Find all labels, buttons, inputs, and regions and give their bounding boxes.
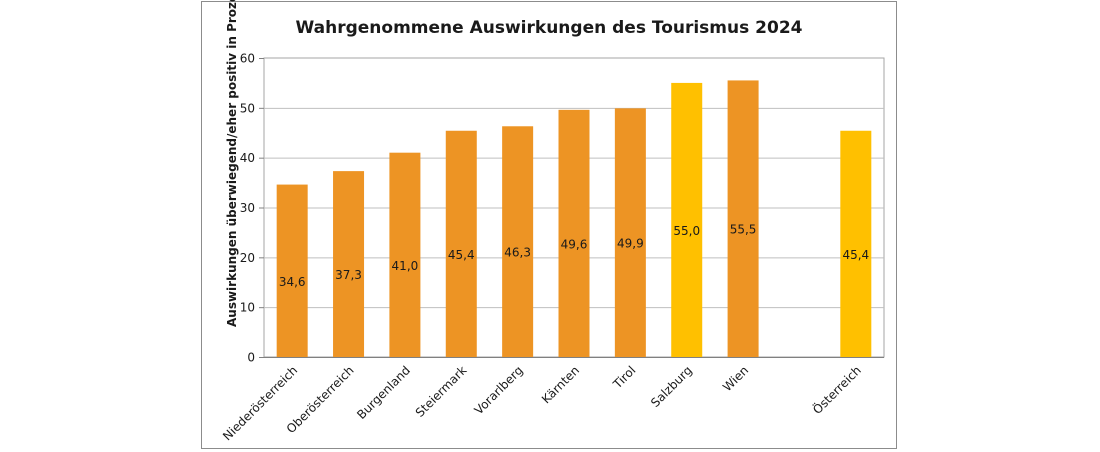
bar <box>389 152 421 357</box>
x-tick-label: Steiermark <box>413 363 470 420</box>
bar <box>333 171 365 357</box>
data-label: 55,0 <box>673 224 700 238</box>
data-label: 41,0 <box>392 259 419 273</box>
bar <box>614 108 646 357</box>
x-tick-label: Kärnten <box>539 363 582 406</box>
data-label: 49,6 <box>561 237 588 251</box>
y-tick-label: 50 <box>240 101 255 115</box>
y-tick-label: 60 <box>240 52 255 66</box>
data-label: 46,3 <box>504 246 531 260</box>
bar <box>671 82 703 358</box>
chart-title: Wahrgenommene Auswirkungen des Tourismus… <box>295 18 803 38</box>
bar <box>840 130 872 357</box>
data-label: 45,4 <box>448 248 475 262</box>
bar <box>727 80 759 358</box>
data-label: 49,9 <box>617 237 644 251</box>
data-label: 45,4 <box>842 248 869 262</box>
y-tick-label: 30 <box>240 201 255 215</box>
x-tick-label: Tirol <box>610 363 639 392</box>
x-tick-label: Wien <box>720 363 751 394</box>
bar <box>502 126 534 357</box>
bar <box>276 184 308 357</box>
bar <box>558 109 590 358</box>
data-label: 34,6 <box>279 275 306 289</box>
data-label: 37,3 <box>335 268 362 282</box>
bar <box>445 130 477 357</box>
x-tick-label: Österreich <box>809 362 864 417</box>
x-tick-label: Salzburg <box>648 363 695 410</box>
y-tick-label: 40 <box>240 151 255 165</box>
x-tick-label: Vorarlberg <box>472 363 526 417</box>
y-tick-label: 10 <box>240 301 255 315</box>
y-tick-label: 20 <box>240 251 255 265</box>
y-tick-label: 0 <box>247 351 255 365</box>
x-tick-label: Burgenland <box>354 363 413 422</box>
data-label: 55,5 <box>730 223 757 237</box>
